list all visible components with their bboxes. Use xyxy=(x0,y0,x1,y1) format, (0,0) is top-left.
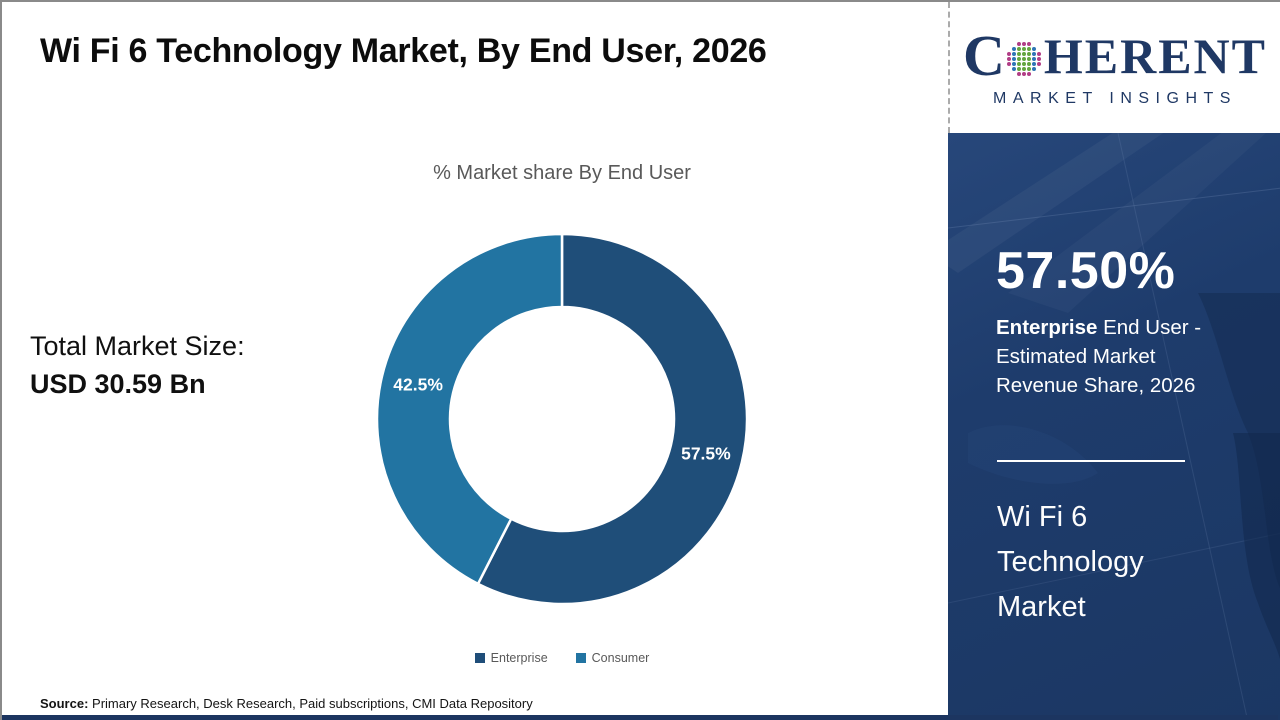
logo-subtitle: MARKET INSIGHTS xyxy=(993,90,1237,107)
stat-block: 57.50% Enterprise End User - Estimated M… xyxy=(996,241,1226,400)
donut-slice-enterprise xyxy=(476,232,749,606)
logo-area: C HERENT MARKET INSIGHTS xyxy=(948,2,1280,133)
donut-slice-consumer xyxy=(375,232,564,586)
market-name-line-1: Wi Fi 6 xyxy=(997,501,1088,533)
market-name-line-3: Market xyxy=(997,591,1086,623)
sidebar-panel: 57.50% Enterprise End User - Estimated M… xyxy=(948,133,1280,720)
slice-label-consumer: 42.5% xyxy=(393,374,443,394)
total-market-size-value: USD 30.59 Bn xyxy=(30,369,206,399)
stat-value: 57.50% xyxy=(996,242,1176,300)
total-market-size-label: Total Market Size: xyxy=(30,331,245,361)
slice-label-enterprise: 57.5% xyxy=(681,444,731,464)
source-label: Source: xyxy=(40,696,89,711)
logo-letter-c: C xyxy=(962,23,1005,88)
legend-swatch-enterprise xyxy=(474,653,485,663)
globe-dots-icon xyxy=(1006,42,1041,76)
page-title: Wi Fi 6 Technology Market, By End User, … xyxy=(40,32,767,70)
source-line: Source: Primary Research, Desk Research,… xyxy=(40,696,533,711)
legend-label-consumer: Consumer xyxy=(591,651,650,665)
legend-item-consumer: Consumer xyxy=(575,651,650,665)
chart-title: % Market share By End User xyxy=(433,162,691,184)
world-map-texture xyxy=(948,133,1280,720)
source-text: Primary Research, Desk Research, Paid su… xyxy=(88,696,533,711)
market-name: Wi Fi 6 Technology Market xyxy=(997,495,1144,630)
total-market-size-block: Total Market Size: USD 30.59 Bn xyxy=(30,327,245,403)
legend-item-enterprise: Enterprise xyxy=(474,651,548,665)
chart-legend: Enterprise Consumer xyxy=(332,651,792,665)
sidebar-divider xyxy=(997,460,1185,462)
legend-swatch-consumer xyxy=(575,653,586,663)
legend-label-enterprise: Enterprise xyxy=(490,651,548,665)
coherent-logo: C HERENT xyxy=(963,27,1267,85)
logo-letters-herent: HERENT xyxy=(1043,28,1268,84)
stat-desc-rest: End User - Estimated Market Revenue Shar… xyxy=(996,316,1202,397)
stat-description: Enterprise End User - Estimated Market R… xyxy=(996,313,1210,400)
stat-desc-bold: Enterprise xyxy=(996,316,1098,339)
donut-chart: 57.5% 42.5% xyxy=(375,232,749,606)
market-name-line-2: Technology xyxy=(997,546,1144,578)
bottom-accent-bar xyxy=(2,715,1278,720)
